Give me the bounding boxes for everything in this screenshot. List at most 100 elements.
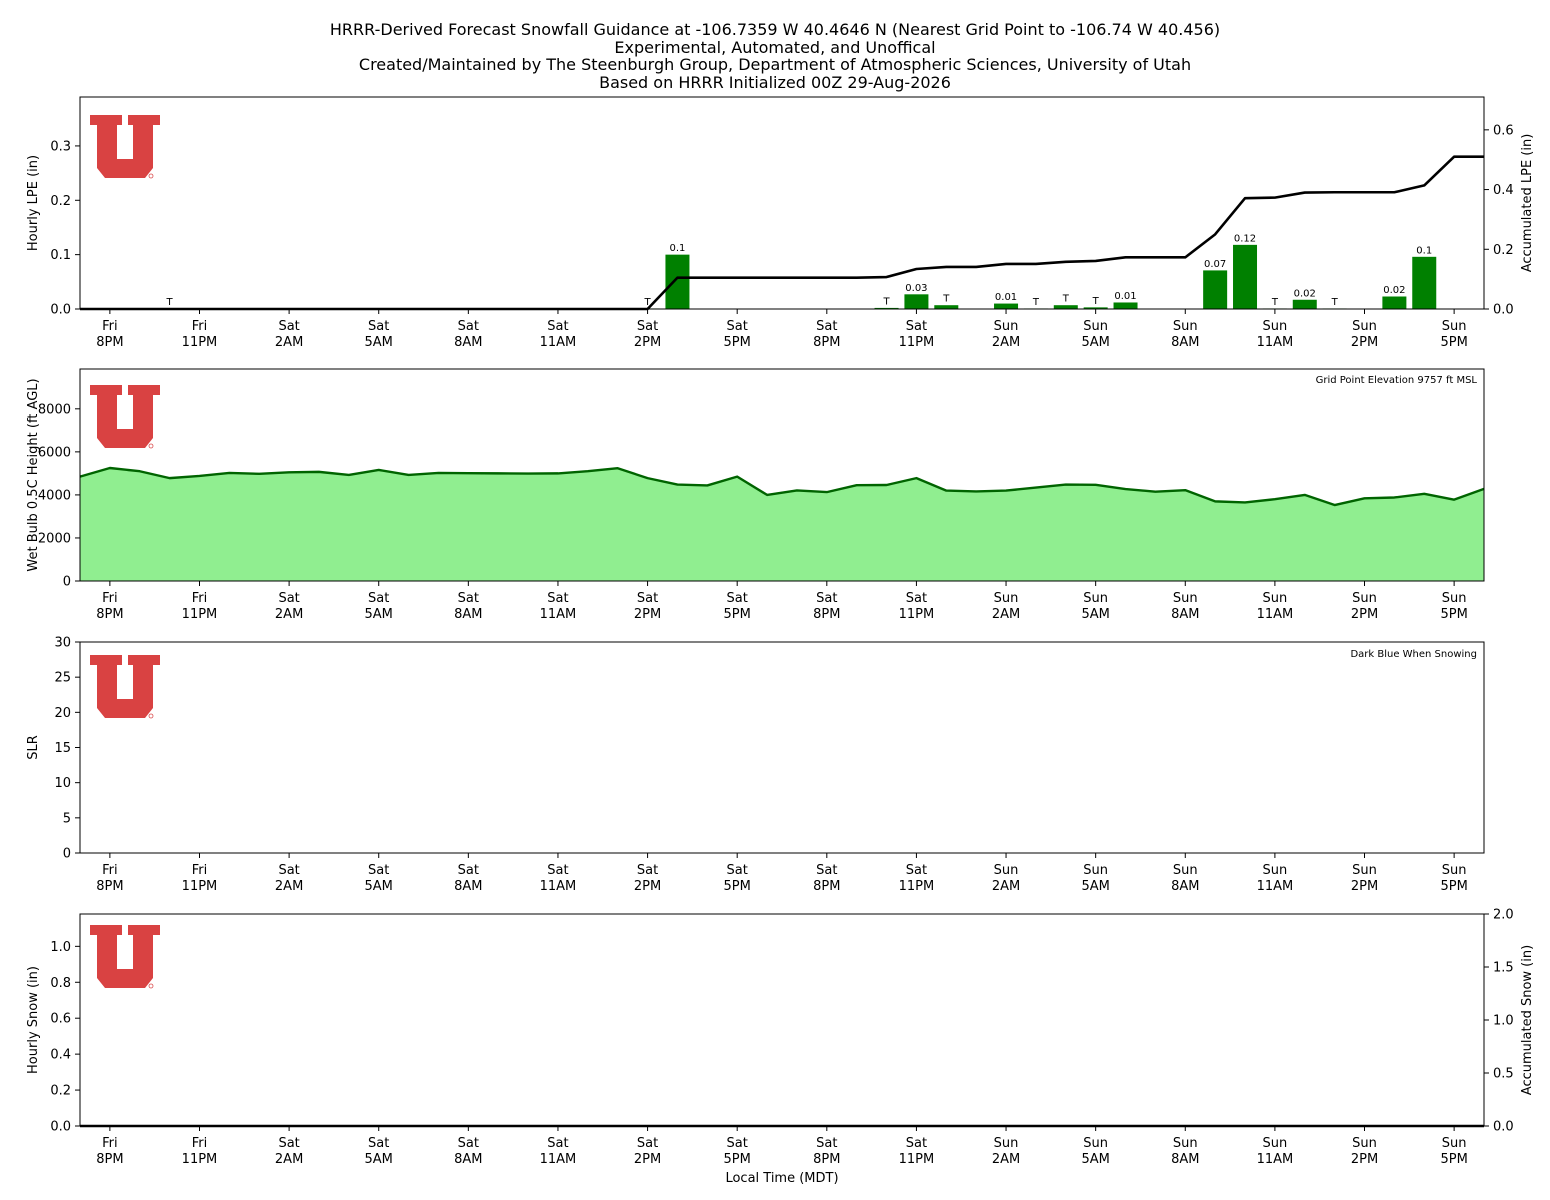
x-tick-label-time: 11AM [1257, 335, 1294, 350]
lpe-bar-label: 0.03 [905, 283, 927, 294]
x-tick-label-day: Sat [278, 319, 299, 334]
x-tick-label-time: 8AM [1171, 879, 1199, 894]
x-tick-label-time: 8PM [813, 1152, 840, 1167]
lpe-bar-label: T [882, 296, 890, 307]
x-tick-label-time: 11AM [540, 335, 577, 350]
x-tick-label-day: Sat [727, 1136, 748, 1151]
lpe-bar-label: T [1331, 297, 1339, 308]
x-tick-label-time: 8PM [96, 607, 123, 622]
x-tick-label-time: 2PM [634, 607, 661, 622]
x-tick-label-day: Sun [1173, 319, 1198, 334]
x-tick-label-day: Sat [278, 863, 299, 878]
x-tick-label-time: 8PM [813, 335, 840, 350]
x-tick-label-day: Sun [1352, 319, 1377, 334]
x-tick-label-day: Sat [278, 591, 299, 606]
x-tick-label-time: 8AM [1171, 607, 1199, 622]
lpe-bar-label: 0.01 [1114, 291, 1136, 302]
lpe-bar [994, 303, 1019, 309]
title-line-1: HRRR-Derived Forecast Snowfall Guidance … [329, 20, 1221, 39]
x-tick-label-time: 5PM [724, 607, 751, 622]
x-tick-label-day: Fri [102, 1136, 118, 1151]
y2-axis-label: Accumulated LPE (in) [1520, 134, 1535, 273]
title-line-2: Experimental, Automated, and Unoffical [614, 37, 936, 57]
x-tick-label-time: 2AM [275, 607, 303, 622]
registered-mark-icon [148, 173, 154, 179]
x-tick-label-time: 2PM [1351, 335, 1378, 350]
lpe-bar [874, 307, 899, 309]
x-tick-label-time: 5AM [1081, 607, 1109, 622]
y2-tick-label: 0.0 [1493, 1120, 1514, 1135]
y-tick-label: 0.6 [50, 1012, 71, 1027]
y-axis-label: Wet Bulb 0.5C Height (ft AGL) [26, 378, 41, 571]
x-tick-label-day: Sun [1442, 1136, 1467, 1151]
x-tick-label-time: 2AM [275, 879, 303, 894]
x-tick-label-day: Sat [458, 1136, 479, 1151]
x-tick-label-time: 5AM [1081, 879, 1109, 894]
x-tick-label-day: Fri [192, 863, 208, 878]
x-tick-label-time: 11PM [182, 879, 218, 894]
snow-panel: 0.0 0.2 0.4 0.6 0.8 1.0 Hourly Snow (in) 0.0 0.5… [26, 908, 1535, 1187]
x-tick-label-time: 11PM [182, 607, 218, 622]
x-tick-label-time: 8AM [454, 879, 482, 894]
x-tick-label-day: Sun [1442, 591, 1467, 606]
lpe-bar [1292, 299, 1317, 309]
x-tick-label-day: Sat [637, 863, 658, 878]
y-tick-label: 0.2 [50, 1084, 71, 1099]
lpe-bar-label: 0.1 [669, 243, 685, 254]
x-tick-label-day: Sat [547, 319, 568, 334]
x-tick-label-day: Sat [727, 863, 748, 878]
x-tick-label-day: Sat [368, 319, 389, 334]
x-tick-label-time: 2AM [992, 607, 1020, 622]
y2-tick-label: 0.2 [1493, 243, 1514, 258]
y2-axis-label: Accumulated Snow (in) [1520, 945, 1535, 1095]
x-tick-label-time: 11AM [1257, 607, 1294, 622]
x-tick-label-day: Sat [816, 1136, 837, 1151]
x-tick-label-time: 2PM [634, 879, 661, 894]
lpe-bar-label: T [942, 294, 950, 305]
x-tick-label-time: 8PM [813, 879, 840, 894]
lpe-bar-label: T [1271, 297, 1279, 308]
x-tick-label-day: Sat [458, 591, 479, 606]
x-tick-label-day: Sat [458, 863, 479, 878]
lpe-bar [1233, 244, 1258, 309]
lpe-bar-label: 0.12 [1234, 233, 1256, 244]
y-tick-label: 10 [54, 776, 71, 791]
x-tick-label-day: Fri [192, 1136, 208, 1151]
wetbulb-panel: Grid Point Elevation 9757 ft MSL 0 2000 400… [26, 368, 1485, 622]
x-tick-label-day: Sun [1263, 591, 1288, 606]
x-tick-label-time: 2PM [634, 1152, 661, 1167]
slr-panel: Dark Blue When Snowing 0 5 10 15 20 25 30 SLR Fri… [26, 636, 1485, 894]
y2-tick-label: 0.0 [1493, 303, 1514, 318]
x-tick-label-time: 5AM [365, 607, 393, 622]
x-tick-label-day: Sun [1263, 1136, 1288, 1151]
y-tick-label: 0.0 [50, 1120, 71, 1135]
x-tick-label-day: Sat [816, 591, 837, 606]
x-tick-label-time: 11AM [540, 1152, 577, 1167]
x-tick-label-time: 5PM [1440, 879, 1467, 894]
x-tick-label-day: Sat [637, 1136, 658, 1151]
university-u-logo [90, 385, 160, 448]
x-tick-label-time: 8AM [454, 607, 482, 622]
x-tick-label-time: 2PM [1351, 607, 1378, 622]
y-tick-label: 30 [54, 636, 71, 651]
x-tick-label-day: Sun [1352, 591, 1377, 606]
lpe-bar [1113, 302, 1138, 309]
title-line-4: Based on HRRR Initialized 00Z 29-Aug-202… [599, 72, 951, 92]
x-tick-label-time: 11PM [899, 335, 935, 350]
x-tick-label-day: Sun [994, 591, 1019, 606]
x-tick-label-day: Fri [102, 863, 118, 878]
university-u-logo [90, 115, 160, 178]
wetbulb-area [80, 468, 1484, 581]
x-tick-label-time: 11PM [182, 335, 218, 350]
y2-tick-label: 0.4 [1493, 183, 1514, 198]
x-tick-label-time: 5PM [724, 879, 751, 894]
y2-tick-label: 1.0 [1493, 1014, 1514, 1029]
x-tick-label-day: Sat [727, 319, 748, 334]
x-tick-label-time: 2AM [992, 879, 1020, 894]
x-tick-label-time: 5AM [365, 879, 393, 894]
x-tick-label-time: 8AM [454, 1152, 482, 1167]
x-tick-label-time: 5AM [1081, 335, 1109, 350]
x-tick-label-time: 8AM [454, 335, 482, 350]
x-tick-label-time: 8PM [813, 607, 840, 622]
